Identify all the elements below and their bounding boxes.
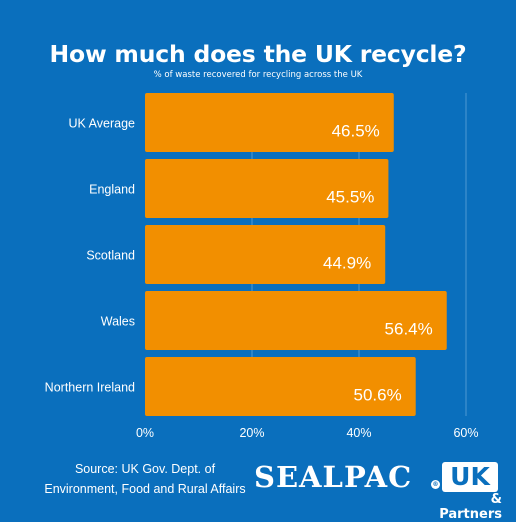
logo-uk-box: UK [442,462,498,492]
bar [145,225,386,284]
category-label: Wales [101,315,135,329]
source-note: Source: UK Gov. Dept. of Environment, Fo… [44,462,246,496]
chart-subtitle: % of waste recovered for recycling acros… [153,70,363,80]
x-tick-label: 60% [453,426,478,440]
bar [145,291,447,350]
bar [145,357,416,416]
x-tick-label: 0% [136,426,154,440]
data-label: 56.4% [385,320,433,339]
data-label: 45.5% [326,188,374,207]
category-label: Northern Ireland [45,381,135,395]
registered-mark-icon: ® [431,480,440,489]
bar [145,93,394,152]
data-label: 50.6% [354,386,402,405]
bar [145,159,389,218]
data-label: 44.9% [323,254,371,273]
x-tick-label: 40% [346,426,371,440]
chart-title: How much does the UK recycle? [49,40,467,68]
logo-partners-text: & Partners [439,492,502,522]
x-tick-label: 20% [239,426,264,440]
category-label: England [89,183,135,197]
data-label: 46.5% [332,122,380,141]
category-label: Scotland [86,249,135,263]
logo-wordmark: SEALPAC [254,460,413,494]
sealpac-logo: SEALPAC ® UK & Partners [252,460,512,522]
category-label: UK Average [69,117,136,131]
